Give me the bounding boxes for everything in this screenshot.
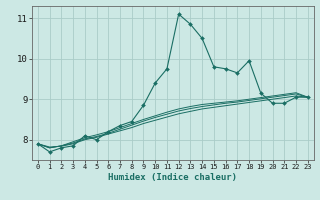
X-axis label: Humidex (Indice chaleur): Humidex (Indice chaleur) xyxy=(108,173,237,182)
